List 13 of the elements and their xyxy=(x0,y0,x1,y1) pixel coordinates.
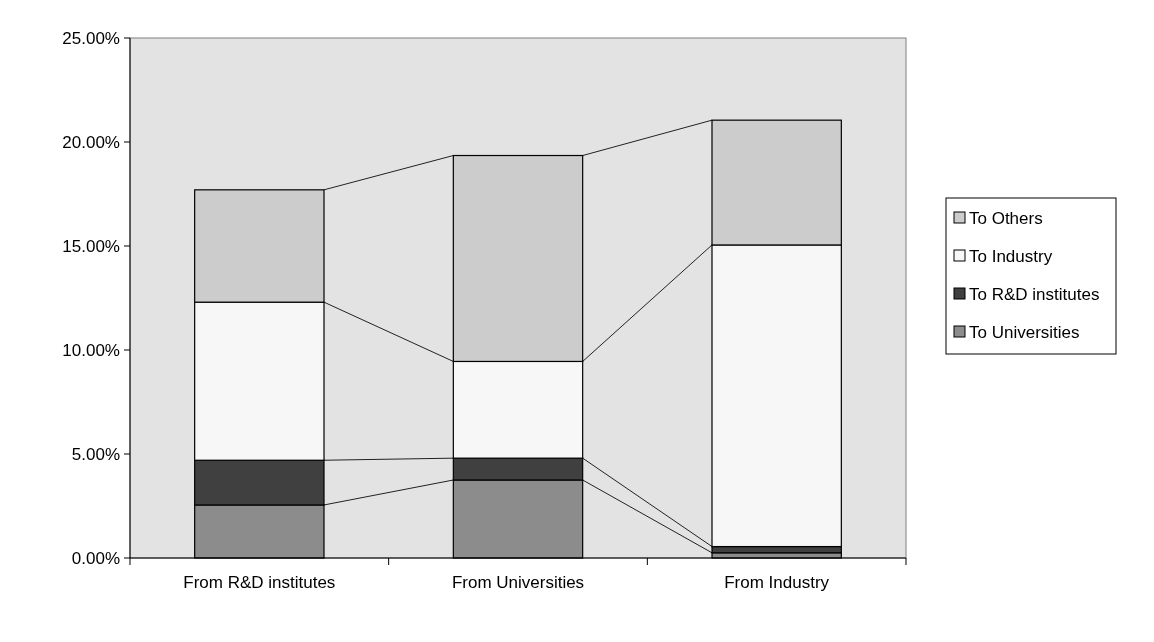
y-tick-label: 5.00% xyxy=(71,444,120,464)
y-tick-label: 15.00% xyxy=(62,236,120,256)
x-tick-label: From Industry xyxy=(724,573,830,592)
legend-label: To Others xyxy=(969,208,1043,228)
x-tick-label: From Universities xyxy=(451,573,585,592)
y-tick-label: 10.00% xyxy=(62,340,120,360)
legend-label: To Universities xyxy=(969,322,1080,342)
x-tick-label: From R&D institutes xyxy=(183,573,336,592)
legend-label: To R&D institutes xyxy=(969,284,1100,304)
y-tick-label: 25.00% xyxy=(62,28,120,48)
legend-label: To Industry xyxy=(969,246,1053,266)
y-tick-label: 20.00% xyxy=(62,132,120,152)
y-tick-label: 0.00% xyxy=(71,548,120,568)
